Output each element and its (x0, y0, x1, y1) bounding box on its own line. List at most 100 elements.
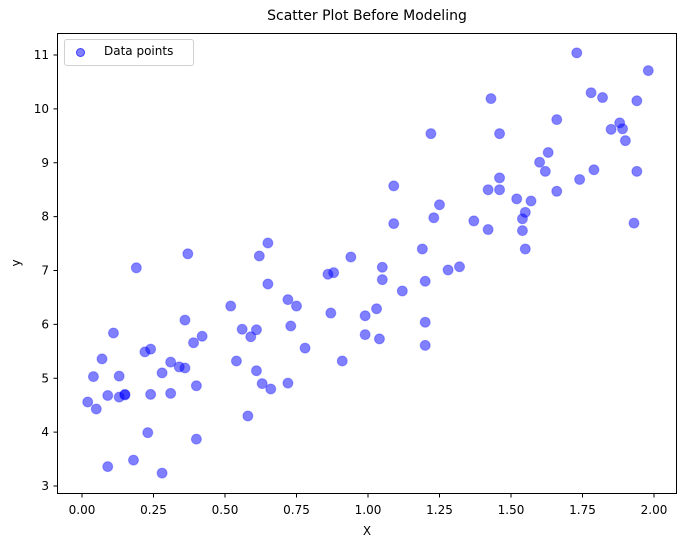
data-point (265, 383, 277, 395)
data-point (482, 224, 494, 236)
data-point (190, 380, 202, 392)
data-point (145, 343, 157, 355)
data-point (256, 378, 268, 390)
x-axis-label: X (363, 524, 371, 538)
data-point (617, 123, 629, 135)
data-point (511, 193, 523, 205)
data-point (156, 367, 168, 379)
data-point (416, 243, 428, 255)
y-axis-label: y (9, 259, 23, 266)
data-point (542, 147, 554, 159)
data-point (605, 123, 617, 135)
data-point (419, 275, 431, 287)
x-tick-label: 2.00 (641, 503, 668, 517)
data-point (642, 65, 654, 77)
data-point (442, 264, 454, 276)
data-point (376, 261, 388, 273)
data-point (225, 300, 237, 312)
data-point (245, 331, 257, 343)
x-tick-label: 0.25 (140, 503, 167, 517)
data-point (262, 278, 274, 290)
data-point (156, 467, 168, 479)
y-tick-label: 5 (41, 371, 49, 385)
data-point (539, 165, 551, 177)
data-point (428, 212, 440, 224)
data-point (182, 248, 194, 260)
x-tick-label: 1.50 (498, 503, 525, 517)
data-point (82, 396, 94, 408)
data-point (190, 433, 202, 445)
data-point (196, 330, 208, 342)
data-point (376, 274, 388, 286)
data-point (285, 320, 297, 332)
x-tick-label: 0.75 (283, 503, 310, 517)
data-point (102, 389, 114, 401)
data-point (588, 164, 600, 176)
data-point (359, 329, 371, 341)
data-point (519, 243, 531, 255)
data-point (250, 324, 262, 336)
data-point (485, 93, 497, 105)
data-point (571, 47, 583, 59)
data-point (113, 370, 125, 382)
y-tick-label: 4 (41, 425, 49, 439)
y-tick-label: 3 (41, 479, 49, 493)
data-point (102, 461, 114, 473)
data-point (165, 387, 177, 399)
data-point (345, 251, 357, 263)
data-point (107, 327, 119, 339)
data-point (371, 303, 383, 315)
data-point (519, 206, 531, 218)
data-point (359, 310, 371, 322)
x-tick-label: 1.75 (569, 503, 596, 517)
data-point (282, 294, 294, 306)
data-point (628, 217, 640, 229)
y-tick-label: 6 (41, 317, 49, 331)
legend-marker-icon (76, 48, 85, 57)
data-point (130, 262, 142, 274)
x-axis-ticks: 0.00 0.25 0.50 0.75 1.00 1.25 1.50 1.75 2.00 (69, 494, 668, 517)
data-point (597, 92, 609, 104)
y-tick-label: 7 (41, 264, 49, 278)
data-point (482, 184, 494, 196)
data-point (325, 307, 337, 319)
y-tick-label: 10 (34, 102, 49, 116)
data-point (145, 388, 157, 400)
data-point (242, 410, 254, 422)
y-tick-label: 9 (41, 156, 49, 170)
data-point (336, 355, 348, 367)
data-point (425, 128, 437, 140)
data-point (494, 184, 506, 196)
data-point (230, 355, 242, 367)
data-point (551, 114, 563, 126)
data-point (494, 172, 506, 184)
data-point (142, 427, 154, 439)
data-point (328, 267, 340, 279)
legend-label: Data points (104, 44, 174, 58)
data-point (299, 342, 311, 354)
data-point (127, 454, 139, 466)
data-point (574, 173, 586, 185)
y-tick-label: 8 (41, 210, 49, 224)
data-point (419, 339, 431, 351)
data-point (253, 250, 265, 262)
x-tick-label: 0.50 (212, 503, 239, 517)
data-point (373, 333, 385, 345)
data-point (585, 87, 597, 99)
data-point (388, 218, 400, 230)
data-point (525, 195, 537, 207)
data-point (419, 316, 431, 328)
data-point (165, 356, 177, 368)
data-point (188, 337, 200, 349)
data-point (494, 128, 506, 140)
data-point (434, 199, 445, 211)
plot-area-frame (57, 33, 677, 494)
data-point (291, 300, 302, 312)
data-point (179, 314, 191, 326)
x-tick-label: 1.25 (426, 503, 453, 517)
data-point (250, 365, 262, 377)
x-tick-label: 1.00 (355, 503, 382, 517)
data-point (631, 165, 643, 177)
data-point (551, 185, 563, 197)
